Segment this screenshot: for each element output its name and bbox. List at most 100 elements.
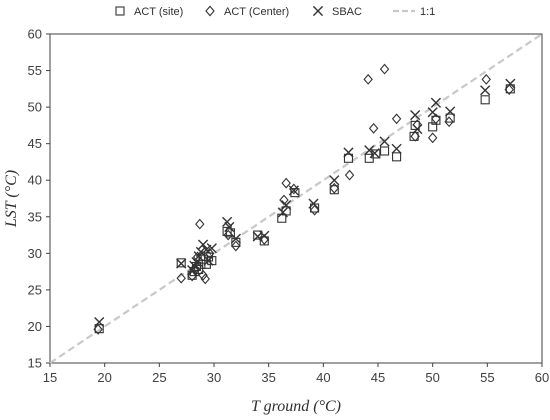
data-point-x — [277, 207, 288, 218]
data-point-diamond — [281, 177, 291, 189]
data-point-diamond — [231, 240, 241, 252]
data-point-x — [230, 233, 241, 244]
data-point-diamond — [204, 247, 215, 259]
legend-item: 1:1 — [393, 6, 435, 18]
data-point-diamond — [195, 218, 205, 230]
y-tick-label: 15 — [28, 356, 42, 371]
data-point-square — [222, 226, 232, 236]
x-axis-ticks: 15 20 25 30 35 40 45 50 55 60 — [43, 363, 549, 385]
y-tick-label: 40 — [28, 173, 42, 188]
x-tick-label: 30 — [207, 370, 221, 385]
data-point-diamond — [198, 269, 208, 281]
data-point-diamond — [223, 229, 233, 241]
data-point-x — [343, 147, 354, 158]
data-point-square — [343, 153, 354, 163]
x-axis-title: T ground (°C) — [251, 398, 341, 415]
x-tick-label: 45 — [371, 370, 385, 385]
data-point-diamond — [391, 113, 402, 125]
data-point-diamond — [93, 323, 103, 335]
data-points — [93, 63, 516, 335]
y-tick-label: 20 — [28, 319, 42, 334]
x-tick-label: 40 — [316, 370, 330, 385]
x-tick-label: 25 — [152, 370, 166, 385]
x-tick-label: 15 — [43, 370, 57, 385]
x-tick-label: 35 — [261, 370, 275, 385]
data-point-square — [253, 230, 263, 240]
data-point-square — [428, 122, 438, 132]
data-point-square — [194, 264, 204, 274]
data-point-x — [191, 257, 202, 268]
data-point-x — [369, 148, 380, 159]
data-point-square — [329, 185, 339, 195]
data-point-x — [197, 239, 209, 250]
data-point-square — [380, 146, 390, 156]
data-point-x — [430, 97, 442, 108]
data-point-diamond — [329, 182, 339, 194]
y-axis-ticks: 15 20 25 30 35 40 45 50 55 60 — [28, 27, 50, 371]
data-point-x — [308, 198, 319, 209]
data-point-x — [505, 78, 516, 89]
y-tick-label: 60 — [28, 27, 42, 42]
data-point-x — [281, 199, 292, 211]
legend-item: ACT (site) — [115, 6, 183, 18]
data-point-x — [203, 255, 214, 266]
data-point-diamond — [481, 73, 491, 85]
data-point-x — [288, 185, 299, 196]
data-point-x — [222, 216, 233, 227]
data-point-diamond — [344, 169, 355, 181]
x-tick-label: 60 — [535, 370, 549, 385]
data-point-diamond — [379, 63, 390, 75]
data-point-square — [176, 258, 186, 268]
x-tick-label: 20 — [97, 370, 111, 385]
data-point-square — [371, 149, 381, 159]
data-point-x — [206, 243, 217, 254]
data-point-square — [410, 120, 420, 130]
data-point-x — [329, 175, 340, 186]
data-point-x — [391, 143, 402, 154]
data-point-diamond — [176, 272, 186, 284]
data-point-diamond — [279, 194, 289, 206]
data-point-square — [392, 152, 402, 162]
y-tick-label: 55 — [28, 63, 42, 78]
legend-item: SBAC — [312, 5, 362, 18]
y-tick-label: 45 — [28, 136, 42, 151]
data-point-diamond — [368, 122, 379, 134]
data-point-diamond — [309, 204, 320, 216]
plot-area — [49, 33, 543, 364]
y-tick-label: 50 — [28, 100, 42, 115]
data-point-x — [259, 230, 270, 241]
data-point-x — [379, 136, 390, 147]
data-point-x — [364, 145, 375, 156]
y-tick-label: 35 — [28, 209, 42, 224]
legend-swatch-diamond — [205, 5, 215, 17]
data-point-diamond — [444, 116, 454, 128]
data-point-x — [445, 106, 456, 117]
data-point-diamond — [431, 113, 441, 125]
y-tick-label: 25 — [28, 282, 42, 297]
data-point-x — [427, 107, 438, 118]
legend-label: ACT (Center) — [224, 6, 289, 18]
data-point-x — [410, 110, 421, 121]
data-point-x — [176, 258, 187, 269]
y-tick-label: 30 — [28, 246, 42, 261]
legend-label: ACT (site) — [134, 6, 183, 18]
data-point-diamond — [363, 73, 373, 85]
legend: ACT (site) ACT (Center) SBAC 1:1 — [115, 5, 435, 18]
data-point-diamond — [410, 130, 420, 142]
x-tick-label: 55 — [480, 370, 494, 385]
legend-swatch-x — [312, 5, 324, 17]
data-point-diamond — [200, 273, 210, 285]
data-point-x — [224, 221, 235, 233]
legend-label: SBAC — [332, 6, 362, 18]
legend-swatch-square — [115, 6, 125, 16]
legend-item: ACT (Center) — [205, 5, 289, 18]
y-axis-title: LST (°C) — [3, 170, 20, 228]
x-tick-label: 50 — [425, 370, 439, 385]
data-point-x — [480, 85, 491, 96]
data-point-x — [94, 316, 105, 328]
data-point-square — [480, 95, 490, 105]
data-point-x — [195, 246, 206, 257]
data-point-x — [412, 123, 423, 135]
data-point-diamond — [427, 132, 438, 144]
